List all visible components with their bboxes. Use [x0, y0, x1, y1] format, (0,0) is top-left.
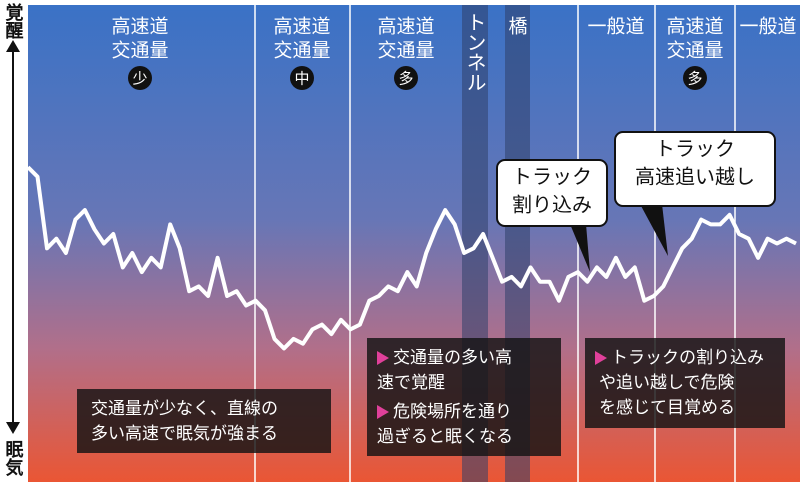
note-text: 過ぎると眠くなる	[377, 427, 513, 447]
callout-text: トラック	[655, 137, 735, 161]
segment-label: 一般道	[739, 16, 796, 38]
y-label-bottom: 眠気	[3, 440, 24, 477]
callout-pointer	[640, 204, 668, 256]
note-box	[585, 338, 785, 428]
segment-label: トンネル	[463, 12, 487, 92]
note-text: を感じて目覚める	[599, 398, 735, 418]
segment-level: 少	[132, 70, 147, 88]
segment-traffic: 交通量	[377, 40, 434, 62]
level-badge	[683, 66, 707, 90]
bullet	[595, 351, 607, 365]
level-badge	[290, 66, 314, 90]
note-box	[367, 338, 561, 456]
alertness-line	[26, 165, 797, 351]
segment-label: 高速道	[377, 16, 434, 38]
level-badge	[394, 66, 418, 90]
note-text: 交通量の多い高	[393, 348, 512, 368]
callout-pointer	[570, 224, 590, 272]
note-text: 交通量が少なく、直線の	[91, 399, 278, 419]
callout-text: 高速追い越し	[635, 165, 755, 189]
callout-box	[614, 131, 776, 207]
level-badge	[128, 66, 152, 90]
note-text: や追い越しで危険	[599, 373, 735, 393]
callout-text: 割り込み	[512, 193, 592, 217]
segment-traffic: 交通量	[111, 40, 168, 62]
segment-level: 多	[687, 70, 702, 88]
segment-label: 高速道	[666, 16, 723, 38]
segment-traffic: 交通量	[273, 40, 330, 62]
callout-text: トラック	[512, 165, 592, 189]
bullet	[377, 351, 389, 365]
note-box	[77, 389, 331, 453]
note-text: 危険場所を通り	[393, 402, 512, 422]
segment-level: 中	[294, 70, 309, 88]
y-label-top: 覚醒	[3, 2, 24, 39]
bullet	[377, 405, 389, 419]
segment-level: 多	[398, 70, 413, 88]
callout-box	[496, 159, 608, 227]
segment-label: 一般道	[587, 16, 644, 38]
segment-traffic: 交通量	[666, 40, 723, 62]
note-text: 速で覚醒	[377, 373, 445, 393]
segment-label: 橋	[508, 16, 527, 38]
note-text: 多い高速で眠気が強まる	[91, 424, 278, 444]
segment-label: 高速道	[273, 16, 330, 38]
note-text: トラックの割り込み	[611, 348, 764, 368]
segment-label: 高速道	[111, 16, 168, 38]
